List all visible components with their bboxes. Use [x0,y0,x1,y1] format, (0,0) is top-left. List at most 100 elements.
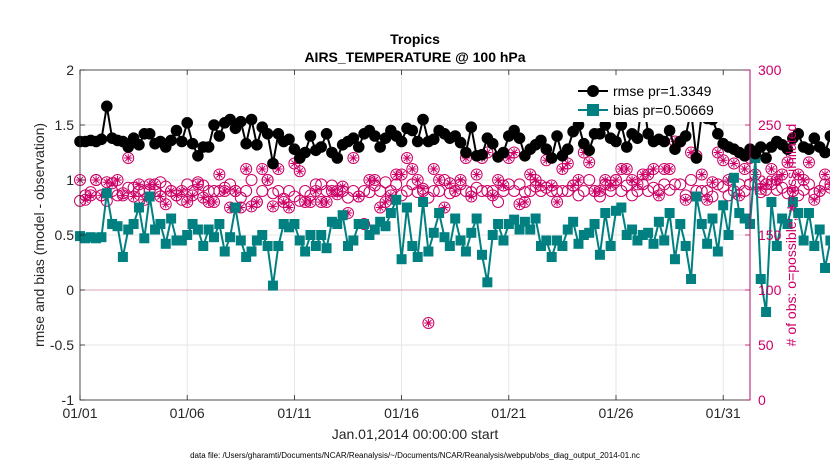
rmse-point [374,141,386,153]
assimilated-point [150,180,160,189]
assimilated-point [493,175,503,185]
rmse-point [186,137,199,150]
assimilated-point [274,164,283,174]
rmse-point [261,128,274,140]
assimilated-point [256,163,269,175]
assimilated-point [449,185,462,197]
assimilated-point [772,175,781,185]
y2-tick-label: 300 [758,62,782,78]
rmse-point [781,143,794,155]
assimilated-point [631,178,644,191]
possible-point [266,187,279,200]
bias-point [594,249,605,260]
y2-tick-label: 50 [758,337,774,353]
bias-point [434,208,445,218]
rmse-point [486,137,499,150]
rmse-point [476,148,488,161]
rmse-point [465,121,478,133]
bias-point [380,221,391,232]
assimilated-point [129,192,138,201]
bias-point [643,227,654,238]
y-axis-label: rmse and bias (model - observation) [31,123,47,347]
bias-point [321,243,332,254]
assimilated-point [209,197,219,207]
bias-point [455,235,466,246]
bias-point [144,191,155,202]
possible-point [518,186,531,199]
y-tick-label: 1 [66,172,74,188]
rmse-point [610,135,622,148]
y-tick-label: 0 [66,282,74,298]
assimilated-point [293,165,306,178]
bias-point [680,241,691,251]
bias-point [107,219,118,229]
assimilated-point [161,200,170,209]
assimilated-point [438,201,451,214]
assimilated-point [413,175,422,185]
bias-point [707,213,718,224]
assimilated-point [284,203,294,212]
assimilated-point [107,179,117,188]
bias-point [632,235,643,246]
bias-point [766,197,777,207]
assimilated-point [756,184,765,193]
bias-point [589,219,600,229]
assimilated-point [172,191,181,200]
rmse-point [792,128,805,140]
bias-point [621,230,632,240]
assimilated-point [333,190,342,199]
assimilated-point [118,191,128,200]
rmse-point [497,146,510,159]
rmse-point [283,133,295,146]
assimilated-point [86,191,95,200]
bias-point [450,213,461,224]
assimilated-point [422,317,435,329]
x-tick-label: 01/01 [62,405,97,421]
assimilated-point [111,174,124,186]
assimilated-point [467,192,476,201]
rmse-point [299,146,311,159]
rmse-point [347,132,360,144]
y-tick-label: 2 [66,62,74,78]
bias-point [219,246,230,257]
legend-bias-marker [587,104,599,116]
assimilated-point [802,156,815,169]
bias-point [493,219,504,229]
assimilated-point [518,196,531,208]
assimilated-point [735,191,744,200]
assimilated-point [424,318,433,328]
rmse-point [427,133,440,146]
rmse-point [760,152,772,164]
assimilated-point [290,159,299,168]
rmse-point [320,128,333,140]
assimilated-point [727,157,740,170]
assimilated-point [402,153,412,163]
assimilated-point [488,191,497,200]
rmse-point [245,113,258,126]
assimilated-point [215,170,224,179]
legend-rmse-label: rmse pr=1.3349 [613,83,712,99]
assimilated-point [240,163,253,175]
rmse-point [251,139,263,151]
assimilated-point [572,174,585,186]
bias-point [225,232,236,243]
rmse-point [658,135,671,148]
bias-point [648,238,659,249]
assimilated-point [786,185,799,197]
bias-point [712,246,723,257]
bias-point [755,274,766,284]
bias-point [627,224,638,235]
assimilated-point [708,178,717,187]
assimilated-point [156,192,165,201]
bias-point [353,219,364,229]
bias-point [428,227,439,238]
assimilated-point [520,197,530,207]
assimilated-point [295,167,304,176]
rmse-point [133,139,145,151]
rmse-point [202,141,215,153]
legend-rmse-marker [587,85,599,97]
series-bias [75,153,830,317]
assimilated-point [149,178,162,191]
assimilated-point [183,197,192,207]
assimilated-point [717,154,730,167]
